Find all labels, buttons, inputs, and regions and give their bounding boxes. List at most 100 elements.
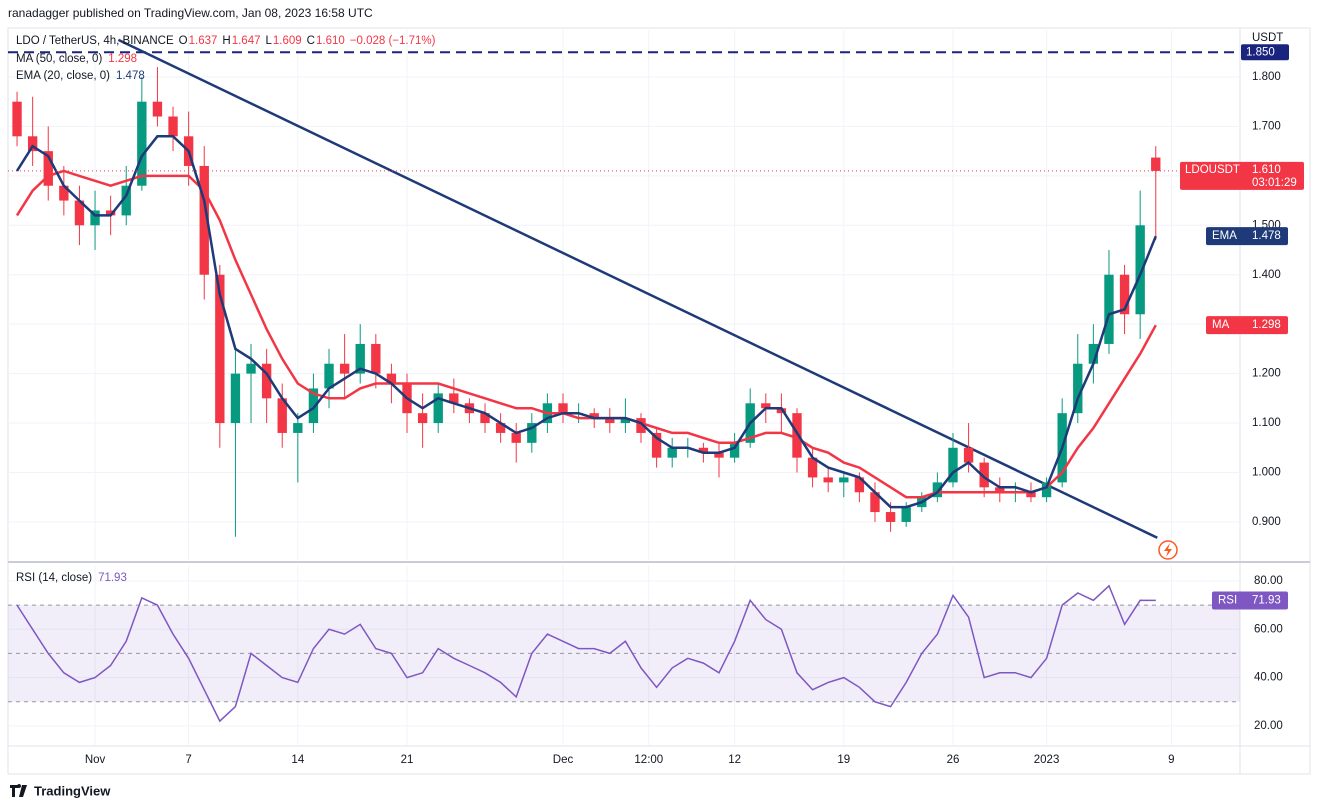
legend-text: 1.298 (108, 53, 137, 65)
candle-body (121, 185, 131, 216)
candle-body (27, 136, 38, 152)
candle-body (558, 403, 568, 414)
legend-text: 1.609 (273, 35, 302, 47)
candle-body (995, 487, 1005, 493)
candle-body (137, 101, 147, 186)
legend-text: 71.93 (98, 572, 127, 584)
y-tick-label: 60.00 (1254, 623, 1283, 635)
candle-body (948, 447, 958, 483)
x-tick-label: 12:00 (634, 754, 663, 766)
candle-body (308, 388, 319, 424)
candle-body (495, 423, 506, 433)
y-tick-label: 40.00 (1254, 672, 1283, 684)
trendline (117, 38, 1158, 539)
candle-body (527, 423, 537, 443)
x-tick-label: 19 (837, 754, 850, 766)
candle-body (59, 185, 69, 201)
price-tag (1180, 161, 1304, 190)
x-tick-label: 14 (291, 754, 304, 766)
candle-body (105, 210, 116, 216)
legend-text: 1.610 (316, 35, 345, 47)
symbol-tag: LDOUSDT (1185, 164, 1240, 176)
x-tick-label: 26 (947, 754, 960, 766)
rsi-tag-value: 71.93 (1252, 594, 1281, 606)
candle-body (807, 457, 818, 478)
candle-body (168, 116, 178, 137)
legend-text: H (222, 35, 230, 47)
moving-average (15, 135, 1157, 509)
rsi-tag-name: RSI (1218, 594, 1237, 606)
candle-body (43, 151, 53, 186)
candle-body (12, 101, 22, 137)
legend-row: EMA (20, close, 0) 1.478 (16, 70, 145, 82)
countdown: 03:01:29 (1252, 177, 1297, 189)
candle-body (605, 418, 615, 424)
y-tick-label: 20.00 (1254, 720, 1283, 732)
x-tick-label: 12 (728, 754, 741, 766)
candle-body (417, 413, 428, 424)
candle-body (792, 413, 802, 458)
candle-body (90, 210, 100, 226)
lightning-icon (1158, 540, 1178, 560)
candle-body (230, 373, 241, 424)
legend-row: RSI (14, close) 71.93 (16, 572, 127, 584)
candle-body (1041, 482, 1052, 498)
candle-body (636, 418, 646, 433)
candle-body (823, 477, 833, 483)
publisher: ranadagger published on TradingView.com,… (8, 6, 373, 20)
rsi-line (16, 584, 1156, 723)
y-tick-label: 0.900 (1252, 516, 1281, 528)
candle-body (776, 408, 787, 414)
x-tick-label: 21 (401, 754, 414, 766)
candle-body (293, 423, 303, 433)
candle-body (215, 274, 225, 424)
candle-body (901, 507, 911, 522)
indicator-tag-name: MA (1212, 319, 1230, 331)
legend-text: −0.028 (−1.71%) (350, 35, 436, 47)
legend-text: O (179, 35, 188, 47)
candle-body (1026, 492, 1036, 498)
y-tick-label: 1.700 (1252, 120, 1281, 132)
frame (7, 27, 1311, 775)
footer: TradingView (10, 783, 111, 798)
legend-text: 1.647 (232, 35, 261, 47)
last-price: 1.610 (1252, 164, 1281, 176)
candle-body (1073, 363, 1083, 414)
x-tick-label: 9 (1168, 754, 1174, 766)
indicator-tag (1206, 316, 1288, 335)
candle-body (449, 393, 459, 404)
candle-body (277, 398, 287, 433)
rsi-tag (1212, 591, 1288, 610)
candle-body (932, 482, 943, 498)
y-tick-label: 1.400 (1252, 269, 1281, 281)
candle-body (885, 512, 896, 522)
candle-body (433, 393, 443, 424)
y-tick-label: 1.100 (1252, 417, 1281, 429)
x-tick-label: 7 (185, 754, 191, 766)
candle-body (74, 200, 85, 226)
candle-body (651, 432, 662, 458)
indicator-tag-name: EMA (1212, 230, 1237, 242)
legend-row: MA (50, close, 0) 1.298 (16, 53, 137, 65)
candle-body (839, 477, 849, 483)
rsi-pane (8, 584, 1240, 723)
legend-text: C (307, 35, 315, 47)
axes: Nov 7 14 21 Dec 12:00 12 19 26 2023 9 0.900 1.000 1.1… (85, 32, 1304, 766)
legend-text: 1.637 (189, 35, 218, 47)
candle-body (729, 442, 740, 458)
moving-average (15, 169, 1157, 499)
candle-body (246, 363, 256, 374)
candle-body (761, 403, 771, 409)
legend-row: LDO / TetherUS, 4h, BINANCE O1.637 H1.647 L… (16, 35, 436, 47)
candle-body (1151, 157, 1161, 171)
x-tick-label: Dec (553, 754, 574, 766)
currency: USDT (1252, 32, 1283, 44)
candle-body (1088, 343, 1099, 364)
candle-body (1119, 274, 1130, 315)
grid (8, 30, 1240, 745)
resistance-label: 1.850 (1246, 46, 1275, 58)
candle-body (355, 343, 365, 374)
x-tick-label: 2023 (1034, 754, 1060, 766)
resistance-tag (1241, 44, 1289, 61)
